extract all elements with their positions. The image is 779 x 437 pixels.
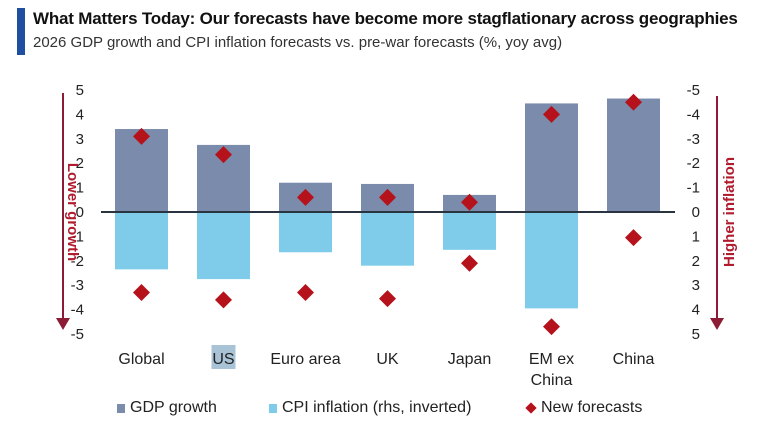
left-axis-tick: -3 <box>71 277 84 294</box>
gdp-new-forecast-marker <box>379 188 396 206</box>
legend-label-gdp: GDP growth <box>130 399 217 416</box>
cpi-new-forecast-marker <box>215 291 232 309</box>
diamond-icon <box>525 402 537 414</box>
right-axis-tick: -2 <box>687 155 700 172</box>
arrow-down-icon <box>56 318 70 330</box>
left-axis-tick: 1 <box>76 180 84 197</box>
cpi-bar <box>197 212 250 280</box>
cpi-bar <box>279 212 332 253</box>
cpi-new-forecast-marker <box>297 284 314 302</box>
gdp-new-forecast-marker <box>543 105 560 123</box>
gdp-bar <box>607 98 660 212</box>
legend-item-cpi: CPI inflation (rhs, inverted) <box>269 399 471 417</box>
cpi-bar <box>443 212 496 250</box>
cpi-new-forecast-marker <box>625 229 642 247</box>
gdp-new-forecast-marker <box>133 127 150 145</box>
gdp-new-forecast-marker <box>461 193 478 211</box>
left-axis-label: Lower growth <box>64 163 81 261</box>
cpi-bar <box>525 212 578 309</box>
right-axis-tick: -4 <box>687 106 700 123</box>
category-label-em-ex-china: EM ex <box>529 351 574 368</box>
left-axis-tick: 2 <box>76 155 84 172</box>
right-axis-tick: -1 <box>687 180 700 197</box>
chart-subtitle: 2026 GDP growth and CPI inflation foreca… <box>33 34 563 51</box>
legend-item-new-forecasts: New forecasts <box>525 399 643 417</box>
cpi-bar <box>361 212 414 266</box>
category-label-china: China <box>613 351 655 368</box>
left-axis-tick: -4 <box>71 302 84 319</box>
legend-swatch-gdp <box>117 403 125 413</box>
legend-item-gdp: GDP growth <box>117 399 217 417</box>
title-accent-bar <box>17 8 25 55</box>
gdp-new-forecast-marker <box>625 93 642 111</box>
legend-swatch-cpi <box>269 403 277 413</box>
right-axis-tick: 3 <box>692 277 700 294</box>
legend-label-new-forecasts: New forecasts <box>541 399 643 416</box>
right-axis-label: Higher inflation <box>721 157 738 267</box>
right-axis-tick: 1 <box>692 228 700 245</box>
category-label-uk: UK <box>376 351 399 368</box>
left-axis-tick: -2 <box>71 253 84 270</box>
right-axis-tick: -5 <box>687 82 700 99</box>
legend-label-cpi: CPI inflation (rhs, inverted) <box>282 399 472 416</box>
left-axis-tick: -1 <box>71 228 84 245</box>
category-label-em-ex-china: China <box>531 372 573 389</box>
category-label-japan: Japan <box>448 351 492 368</box>
category-label-us: US <box>212 351 234 368</box>
left-axis-tick: 5 <box>76 82 84 99</box>
right-axis-tick: 5 <box>692 326 700 343</box>
right-axis-tick: -3 <box>687 131 700 148</box>
left-axis-tick: 4 <box>76 106 84 123</box>
gdp-new-forecast-marker <box>297 188 314 206</box>
left-axis-tick: -5 <box>71 326 84 343</box>
left-axis-tick: 0 <box>76 204 84 221</box>
category-highlight <box>211 345 236 369</box>
gdp-new-forecast-marker <box>215 146 232 164</box>
cpi-new-forecast-marker <box>379 290 396 308</box>
right-axis-tick: 4 <box>692 302 700 319</box>
category-label-global: Global <box>118 351 164 368</box>
cpi-new-forecast-marker <box>133 284 150 302</box>
arrow-down-icon <box>710 318 724 330</box>
cpi-new-forecast-marker <box>461 254 478 272</box>
category-label-euro-area: Euro area <box>270 351 340 368</box>
right-axis-tick: 0 <box>692 204 700 221</box>
left-axis-tick: 3 <box>76 131 84 148</box>
chart-title: What Matters Today: Our forecasts have b… <box>33 9 738 28</box>
right-axis-tick: 2 <box>692 253 700 270</box>
cpi-new-forecast-marker <box>543 318 560 336</box>
cpi-bar <box>115 212 168 270</box>
